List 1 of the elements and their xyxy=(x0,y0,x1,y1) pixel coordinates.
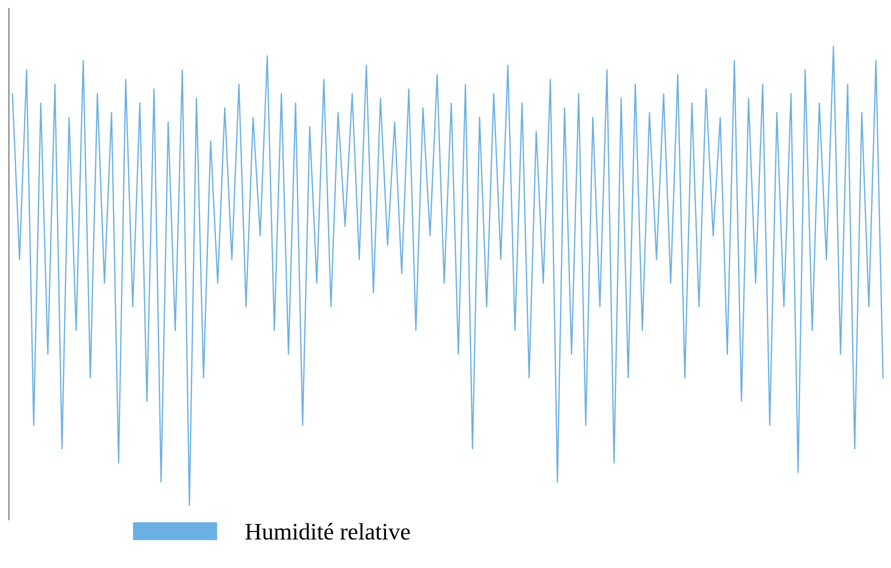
legend-label: Humidité relative xyxy=(245,523,410,540)
